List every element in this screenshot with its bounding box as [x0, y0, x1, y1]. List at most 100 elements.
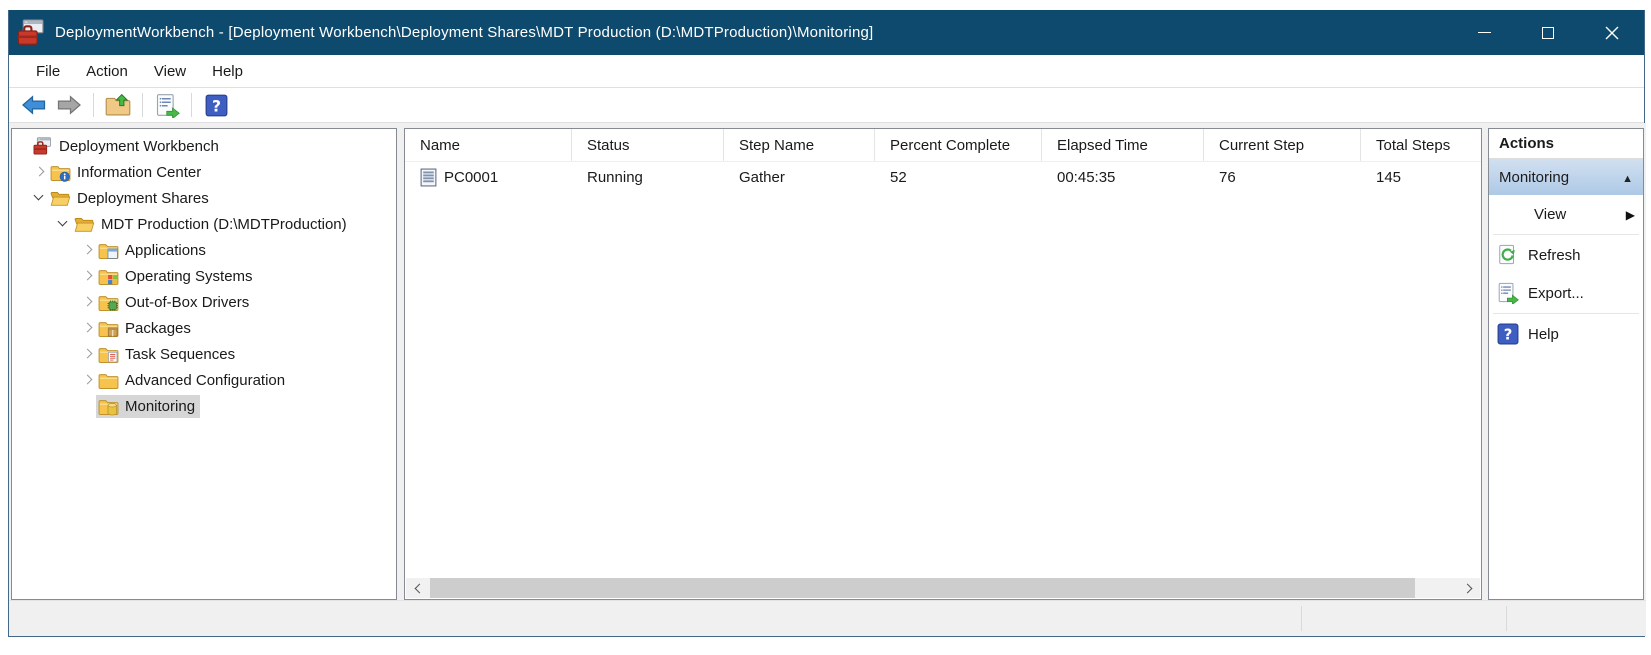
- menu-view[interactable]: View: [153, 62, 187, 80]
- close-icon: [1605, 26, 1619, 40]
- action-label: Export...: [1528, 284, 1584, 302]
- chevron-right-icon[interactable]: [80, 320, 96, 336]
- export-list-button[interactable]: [152, 91, 182, 119]
- tree-item-out-of-box-drivers[interactable]: Out-of-Box Drivers: [12, 289, 396, 315]
- menu-action[interactable]: Action: [86, 62, 128, 80]
- folder-open-icon: [74, 215, 95, 234]
- chevron-right-icon[interactable]: [80, 372, 96, 388]
- scrollbar-thumb[interactable]: [430, 578, 1415, 598]
- tree-item-packages[interactable]: Packages: [12, 315, 396, 341]
- folder-open-icon: [50, 189, 71, 208]
- chevron-right-icon[interactable]: [80, 268, 96, 284]
- toolbar: [9, 88, 1644, 123]
- actions-separator: [1493, 234, 1639, 235]
- column-header-elapsed-time[interactable]: Elapsed Time: [1042, 129, 1204, 161]
- console-tree: Deployment Workbench Information Center …: [12, 129, 396, 419]
- maximize-icon: [1542, 26, 1554, 39]
- tree-item-label: Out-of-Box Drivers: [125, 293, 250, 311]
- column-header-step-name[interactable]: Step Name: [724, 129, 875, 161]
- up-one-level-button[interactable]: [103, 91, 133, 119]
- forward-icon: [56, 95, 82, 115]
- console-tree-pane: Deployment Workbench Information Center …: [11, 128, 397, 600]
- help-icon: [1497, 323, 1519, 345]
- chevron-right-icon[interactable]: [32, 164, 48, 180]
- tree-item-label: Operating Systems: [125, 267, 253, 285]
- list-header-row: Name Status Step Name Percent Complete E…: [405, 129, 1481, 162]
- tree-item-label: Deployment Shares: [77, 189, 209, 207]
- action-view[interactable]: View: [1489, 195, 1643, 233]
- help-button[interactable]: [201, 91, 231, 119]
- actions-group-label: Monitoring: [1499, 168, 1570, 186]
- chevron-down-icon[interactable]: [56, 216, 72, 232]
- submenu-arrow-icon: [1626, 206, 1635, 223]
- tree-item-label: Monitoring: [125, 397, 196, 415]
- minimize-icon: [1477, 32, 1491, 33]
- action-refresh[interactable]: Refresh: [1489, 236, 1643, 274]
- cell-name: PC0001: [405, 168, 572, 187]
- menu-file[interactable]: File: [36, 62, 61, 80]
- folder-info-icon: [50, 163, 71, 182]
- folder-icon: [98, 371, 119, 390]
- tree-item-mdt-production[interactable]: MDT Production (D:\MDTProduction): [12, 211, 396, 237]
- chevron-right-icon[interactable]: [80, 242, 96, 258]
- tree-item-applications[interactable]: Applications: [12, 237, 396, 263]
- export-list-icon: [155, 93, 180, 118]
- cell-total-steps: 145: [1376, 169, 1402, 186]
- title-bar: DeploymentWorkbench - [Deployment Workbe…: [9, 10, 1644, 55]
- status-bar: [9, 600, 1646, 636]
- deployment-workbench-toolbox-icon: [17, 19, 45, 47]
- tree-item-label: Information Center: [77, 163, 202, 181]
- column-header-percent-complete[interactable]: Percent Complete: [875, 129, 1042, 161]
- chevron-right-icon[interactable]: [80, 346, 96, 362]
- tree-item-monitoring[interactable]: Monitoring: [12, 393, 396, 419]
- minimize-button[interactable]: [1452, 10, 1516, 55]
- menu-help[interactable]: Help: [212, 62, 243, 80]
- actions-group-monitoring[interactable]: Monitoring: [1489, 159, 1643, 195]
- cell-current-step: 76: [1219, 169, 1236, 186]
- cell-elapsed-time: 00:45:35: [1057, 169, 1116, 186]
- folder-packages-icon: [98, 319, 119, 338]
- results-pane: Name Status Step Name Percent Complete E…: [404, 128, 1482, 600]
- actions-pane-title: Actions: [1489, 129, 1643, 159]
- back-button[interactable]: [19, 91, 49, 119]
- toolbox-icon: [32, 137, 53, 156]
- tree-item-advanced-configuration[interactable]: Advanced Configuration: [12, 367, 396, 393]
- column-header-current-step[interactable]: Current Step: [1204, 129, 1361, 161]
- column-header-name[interactable]: Name: [405, 129, 572, 161]
- folder-tasks-icon: [98, 345, 119, 364]
- chevron-down-icon[interactable]: [32, 190, 48, 206]
- action-help[interactable]: Help: [1489, 315, 1643, 353]
- column-header-total-steps[interactable]: Total Steps: [1376, 136, 1451, 154]
- computer-report-icon: [420, 168, 437, 187]
- chevron-right-icon[interactable]: [80, 294, 96, 310]
- action-export[interactable]: Export...: [1489, 274, 1643, 312]
- tree-item-operating-systems[interactable]: Operating Systems: [12, 263, 396, 289]
- window-title: DeploymentWorkbench - [Deployment Workbe…: [55, 24, 874, 41]
- tree-item-label: Deployment Workbench: [59, 137, 219, 155]
- action-label: View: [1534, 205, 1567, 223]
- scroll-left-button[interactable]: [406, 578, 430, 598]
- cell-step-name: Gather: [739, 169, 785, 186]
- tree-item-deployment-workbench[interactable]: Deployment Workbench: [12, 133, 396, 159]
- content-area: Deployment Workbench Information Center …: [9, 123, 1646, 601]
- app-window: DeploymentWorkbench - [Deployment Workbe…: [8, 10, 1646, 637]
- forward-button[interactable]: [54, 91, 84, 119]
- toolbar-separator: [191, 93, 192, 117]
- scroll-right-button[interactable]: [1456, 578, 1480, 598]
- tree-item-information-center[interactable]: Information Center: [12, 159, 396, 185]
- close-button[interactable]: [1580, 10, 1644, 55]
- toolbar-separator: [93, 93, 94, 117]
- collapse-up-icon[interactable]: [1622, 169, 1633, 186]
- column-header-status[interactable]: Status: [572, 129, 724, 161]
- expand-placeholder: [80, 398, 96, 414]
- tree-item-label: Task Sequences: [125, 345, 236, 363]
- tree-item-label: Packages: [125, 319, 191, 337]
- tree-item-deployment-shares[interactable]: Deployment Shares: [12, 185, 396, 211]
- up-one-level-folder-icon: [105, 93, 131, 117]
- horizontal-scrollbar[interactable]: [406, 578, 1480, 598]
- tree-item-task-sequences[interactable]: Task Sequences: [12, 341, 396, 367]
- toolbar-separator: [142, 93, 143, 117]
- table-row[interactable]: PC0001 Running Gather 52 00:45:35 76 145: [405, 162, 1481, 193]
- status-bar-divider: [1301, 606, 1302, 631]
- maximize-button[interactable]: [1516, 10, 1580, 55]
